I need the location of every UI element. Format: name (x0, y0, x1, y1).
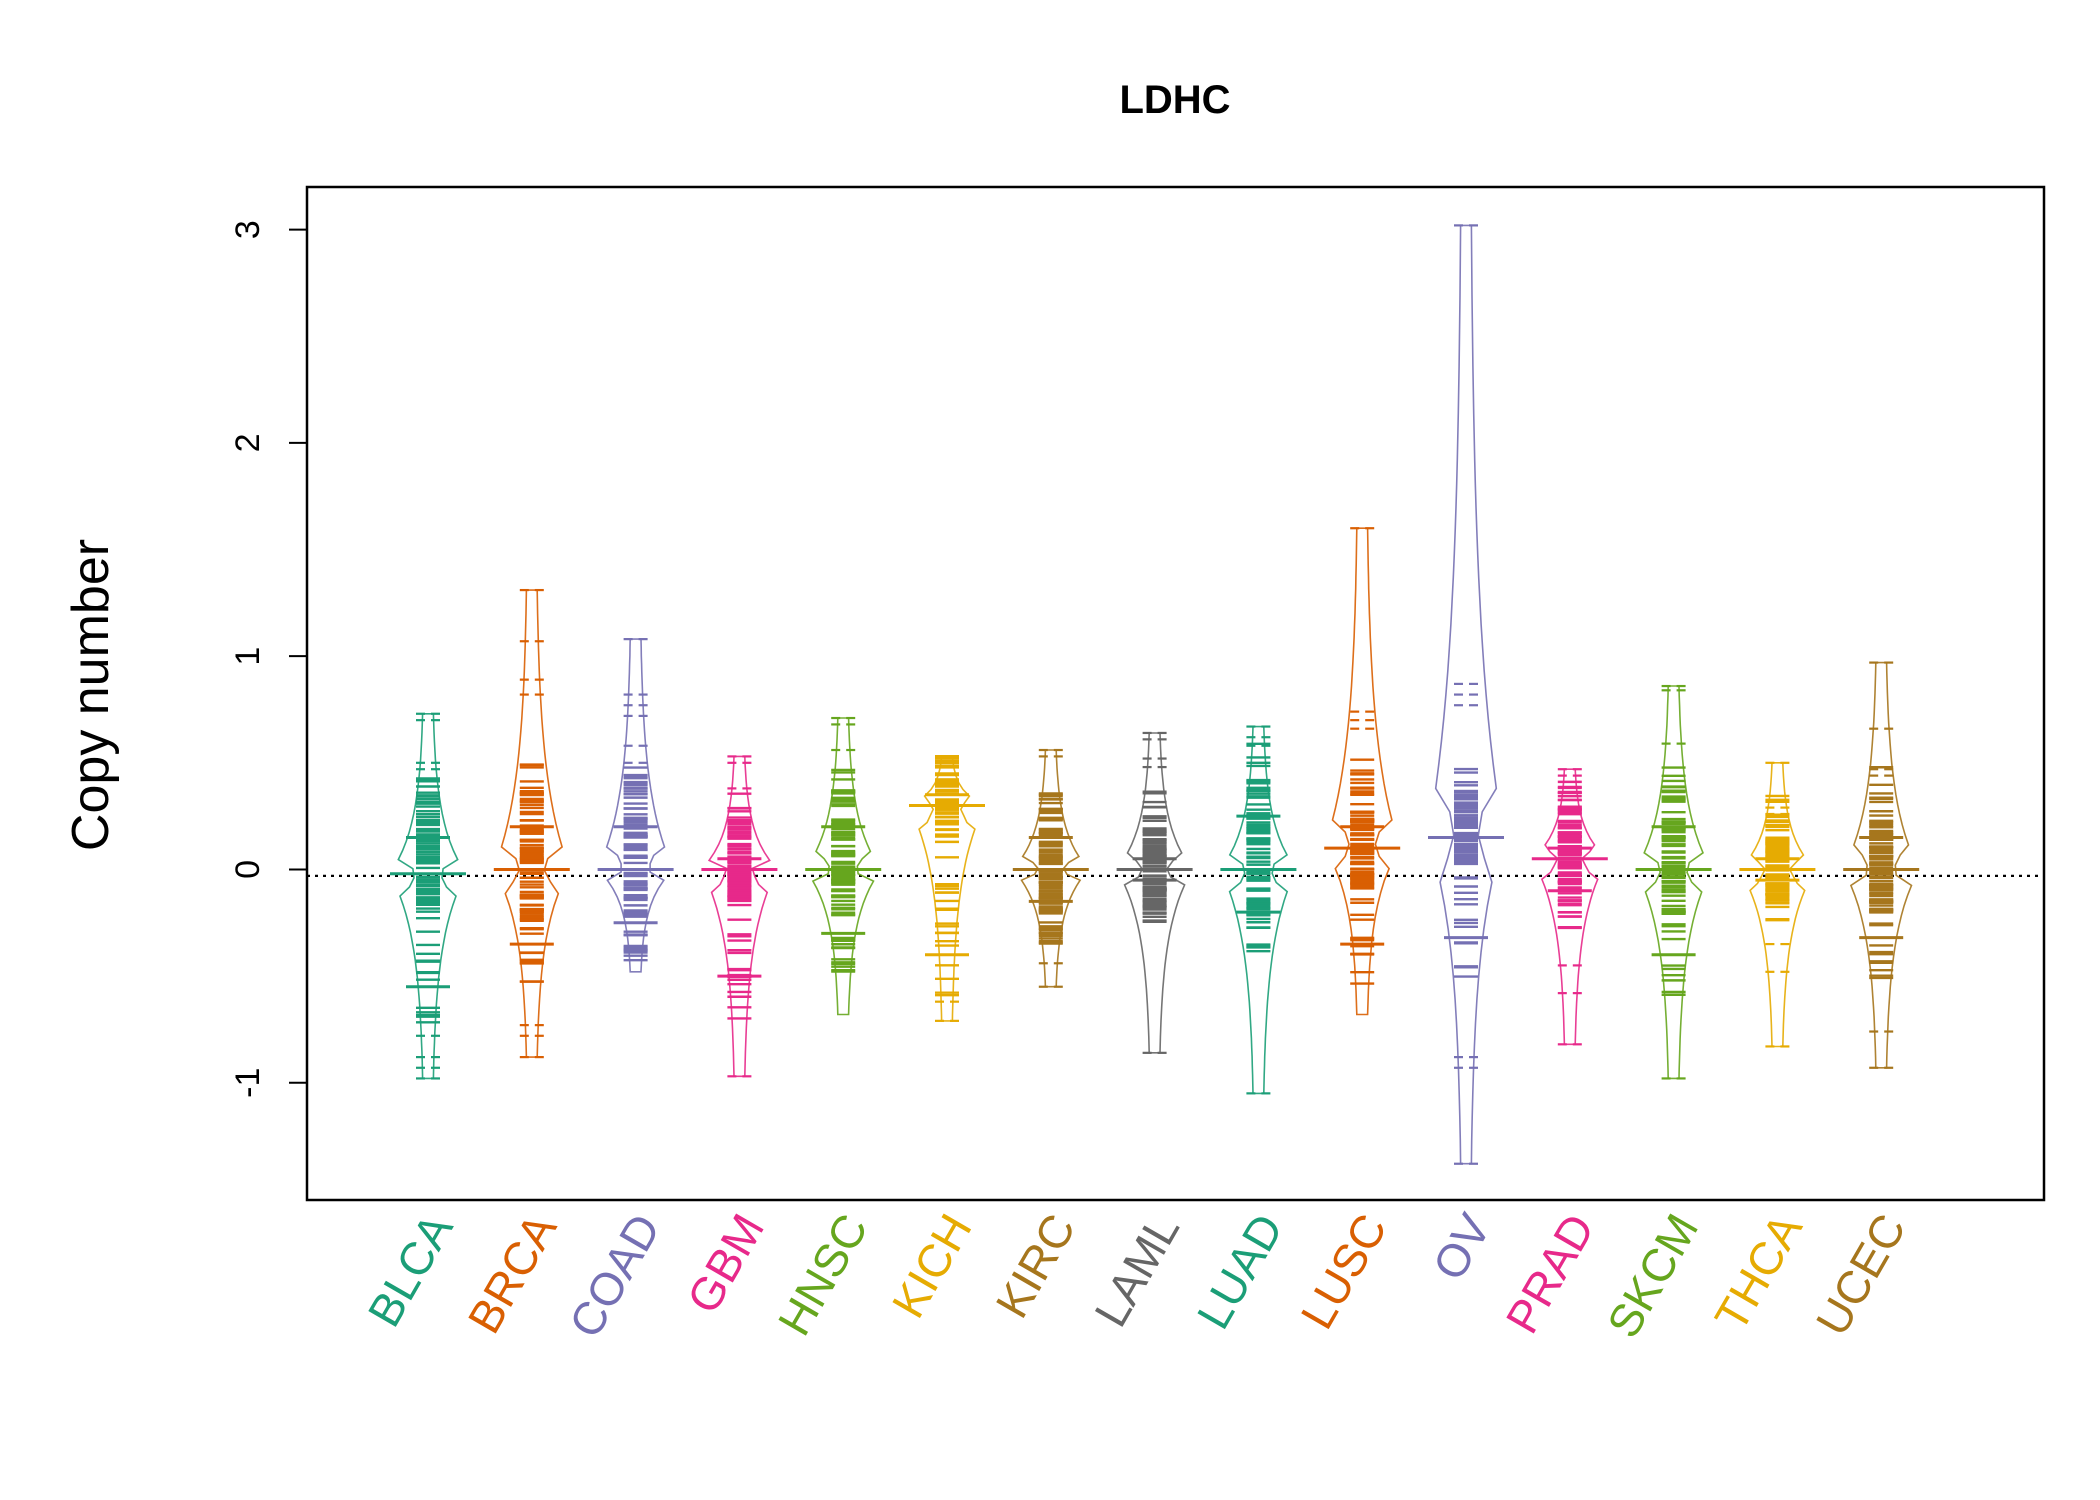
x-tick-label-coad: COAD (559, 1205, 670, 1346)
bean-lusc (1324, 527, 1401, 1016)
bean-gbm (701, 755, 778, 1078)
x-tick-label-thca: THCA (1704, 1205, 1812, 1340)
x-tick-label-laml: LAML (1084, 1205, 1189, 1335)
bean-ov (1428, 224, 1504, 1165)
bean-coad (597, 638, 674, 973)
x-tick-label-ov: OV (1422, 1205, 1500, 1289)
bean-outline (811, 717, 875, 1016)
bean-outline (1434, 224, 1498, 1165)
x-tick-label-luad: LUAD (1187, 1205, 1293, 1337)
bean-luad (1220, 725, 1297, 1095)
y-tick-label: 1 (229, 647, 267, 666)
plot-frame (305, 185, 2046, 1202)
bean-outline (397, 712, 459, 1080)
y-tick-label: -1 (229, 1068, 267, 1098)
x-tick-label-kich: KICH (882, 1205, 982, 1326)
y-tick-label: 0 (229, 860, 267, 879)
bean-skcm (1635, 684, 1712, 1080)
x-tick-label-prad: PRAD (1495, 1205, 1604, 1342)
bean-outline (605, 638, 666, 973)
y-axis-label: Copy number (62, 539, 120, 851)
x-tick-label-blca: BLCA (357, 1205, 462, 1335)
bean-blca (390, 712, 466, 1080)
bean-prad (1531, 768, 1608, 1046)
x-tick-label-gbm: GBM (677, 1205, 774, 1322)
y-tick-label: 3 (229, 220, 267, 239)
chart-title: LDHC (1119, 78, 1230, 122)
y-tick-label: 2 (229, 433, 267, 452)
x-tick-label-hnsc: HNSC (768, 1205, 878, 1344)
bean-brca (493, 588, 570, 1059)
bean-kich (909, 755, 985, 1022)
bean-outline (1331, 527, 1393, 1016)
bean-kirc (1012, 748, 1089, 988)
bean-hnsc (805, 716, 882, 1016)
bean-outline (707, 755, 771, 1078)
x-tick-label-lusc: LUSC (1290, 1205, 1396, 1337)
bean-thca (1739, 761, 1816, 1048)
bean-ucec (1843, 661, 1920, 1069)
x-tick-label-ucec: UCEC (1806, 1205, 1916, 1344)
bean-outline (1749, 761, 1806, 1048)
bean-outline (500, 589, 564, 1058)
bean-laml (1116, 731, 1193, 1054)
plot-area (307, 224, 2044, 1165)
y-axis: -1 0 1 2 3 (229, 220, 307, 1098)
x-tick-label-skcm: SKCM (1597, 1205, 1708, 1346)
x-tick-label-kirc: KIRC (985, 1205, 1085, 1326)
x-tick-label-brca: BRCA (457, 1205, 566, 1342)
